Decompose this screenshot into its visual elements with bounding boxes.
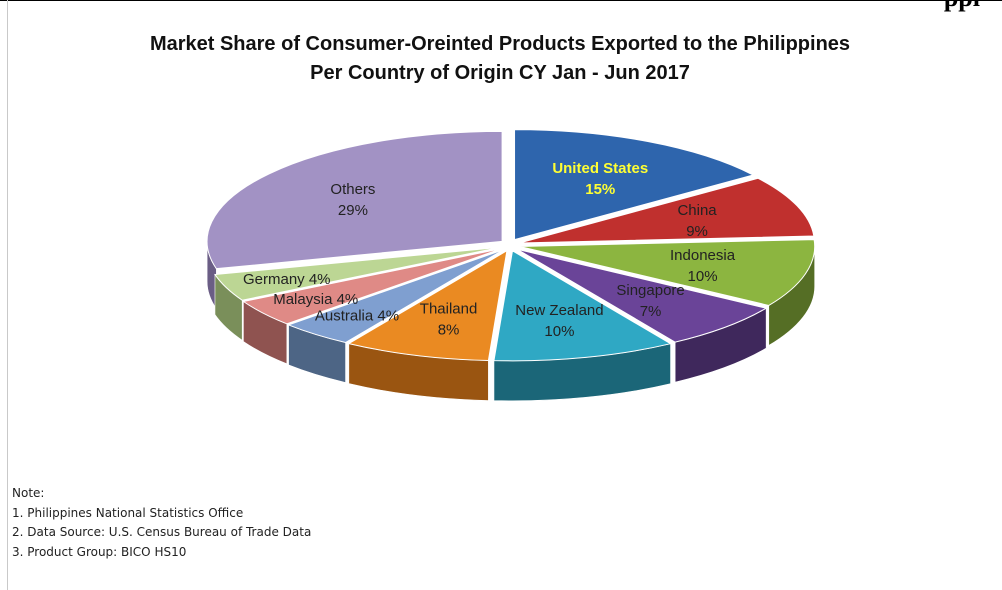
chart-title-line-2: Per Country of Origin CY Jan - Jun 2017 — [310, 62, 690, 84]
top-border — [0, 0, 1002, 1]
label-value-united-states: 15% — [585, 181, 615, 198]
cropped-heading: ppi — [944, 0, 980, 13]
label-value-australia: 4% — [377, 308, 399, 325]
label-value-indonesia: 10% — [688, 268, 718, 285]
label-value-singapore: 7% — [640, 303, 662, 320]
label-name-germany: Germany — [243, 271, 309, 288]
slice-malaysia — [242, 248, 503, 325]
label-value-china: 9% — [686, 223, 708, 240]
slice-singapore — [516, 248, 768, 343]
pie-top-layer — [206, 129, 816, 362]
label-value-thailand: 8% — [438, 322, 460, 339]
note-item-3: 3. Product Group: BICO HS10 — [12, 544, 187, 559]
label-germany: Germany 4% — [243, 271, 331, 288]
slice-indonesia — [519, 239, 816, 306]
notes: Note: 1. Philippines National Statistics… — [12, 484, 311, 562]
label-value-others: 29% — [338, 202, 368, 219]
label-value-malaysia: 4% — [337, 291, 359, 308]
label-australia: Australia 4% — [315, 308, 399, 325]
pie-side-layer — [206, 241, 815, 402]
label-name-malaysia: Malaysia — [273, 291, 336, 308]
chart-title: Market Share of Consumer-Oreinted Produc… — [100, 30, 900, 88]
label-value-new-zealand: 10% — [544, 323, 574, 340]
notes-heading: Note: — [12, 486, 45, 500]
label-name-united-states: United States — [552, 160, 648, 177]
slice-others — [206, 130, 503, 270]
slice-australia — [287, 249, 504, 344]
label-name-australia: Australia — [315, 308, 378, 325]
note-item-2: 2. Data Source: U.S. Census Bureau of Tr… — [12, 525, 312, 539]
label-name-singapore: Singapore — [616, 282, 684, 299]
pie-label-layer: United States15%China9%Indonesia10%Singa… — [243, 160, 736, 340]
label-name-new-zealand: New Zealand — [515, 302, 603, 319]
label-name-thailand: Thailand — [420, 301, 478, 318]
slice-united-states — [514, 129, 755, 241]
slice-germany — [214, 246, 501, 301]
label-name-china: China — [677, 202, 717, 219]
slice-china — [519, 177, 815, 244]
label-name-others: Others — [330, 181, 375, 198]
chart-title-line-1: Market Share of Consumer-Oreinted Produc… — [149, 33, 851, 55]
label-name-indonesia: Indonesia — [670, 247, 736, 264]
left-border — [7, 0, 8, 590]
slice-thailand — [347, 249, 508, 361]
note-item-1: 1. Philippines National Statistics Offic… — [12, 505, 244, 520]
label-value-germany: 4% — [309, 271, 331, 288]
slice-new-zealand — [493, 250, 672, 362]
label-malaysia: Malaysia 4% — [273, 291, 358, 308]
